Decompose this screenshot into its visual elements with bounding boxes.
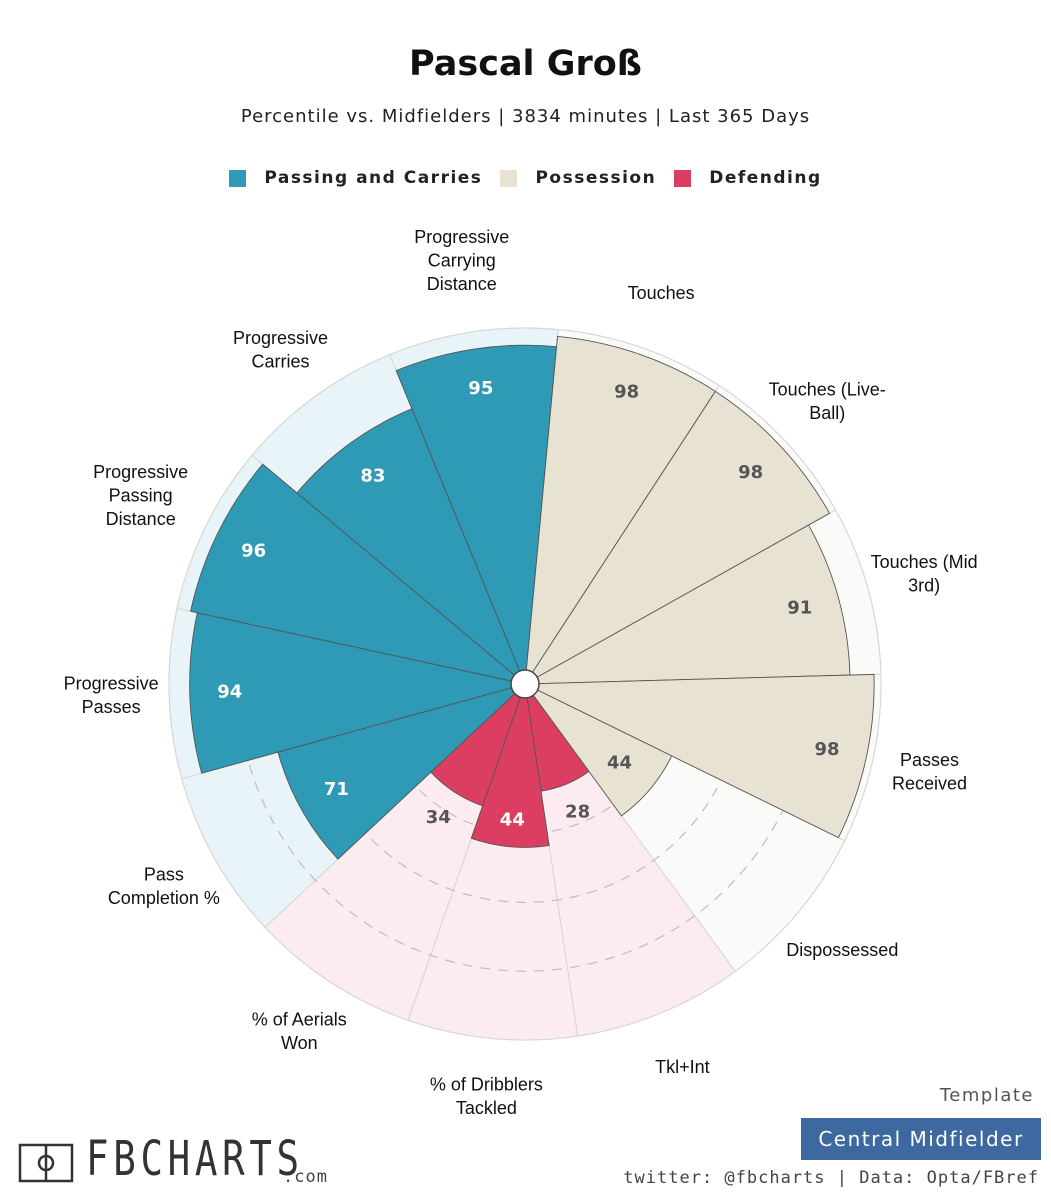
- category-label: Pass Completion %: [108, 865, 220, 909]
- logo-suffix: .com: [283, 1167, 328, 1187]
- legend-label-possession: Possession: [535, 168, 657, 188]
- legend-swatch-possession: [500, 169, 518, 187]
- legend: Passing and Carries Possession Defending: [0, 168, 1051, 188]
- category-label: % of Dribblers Tackled: [430, 1074, 543, 1118]
- legend-swatch-passing: [229, 169, 247, 187]
- value-label: 98: [815, 739, 840, 760]
- category-label: % of Aerials Won: [252, 1009, 347, 1052]
- value-label: 83: [360, 466, 385, 487]
- legend-label-defending: Defending: [709, 168, 822, 188]
- template-badge: Central Midfielder: [801, 1118, 1041, 1160]
- category-label: Tkl+Int: [655, 1057, 710, 1077]
- category-label: Progressive Passes: [64, 674, 159, 718]
- value-label: 28: [565, 801, 590, 822]
- template-label: Template: [939, 1085, 1034, 1106]
- pitch-icon: [18, 1143, 74, 1183]
- value-label: 98: [614, 382, 639, 403]
- category-label: Dispossessed: [786, 940, 898, 960]
- category-label: Touches (Live-Ball): [769, 379, 886, 423]
- category-label: Progressive Carries: [233, 328, 328, 372]
- legend-label-passing: Passing and Carries: [264, 168, 483, 188]
- value-label: 95: [468, 378, 493, 399]
- credits: twitter: @fbcharts | Data: Opta/FBref: [623, 1168, 1039, 1188]
- legend-swatch-defending: [674, 169, 692, 187]
- category-label: Touches (Mid 3rd): [871, 552, 978, 596]
- category-label: Touches: [628, 283, 695, 303]
- value-label: 44: [500, 809, 525, 830]
- category-label: Progressive Passing Distance: [93, 462, 188, 529]
- legend-item-possession: Possession: [500, 168, 656, 188]
- value-label: 44: [607, 753, 632, 774]
- logo-text: FBCHARTS: [86, 1131, 304, 1187]
- value-label: 94: [217, 682, 242, 703]
- legend-item-passing: Passing and Carries: [229, 168, 482, 188]
- value-label: 71: [324, 779, 349, 800]
- category-label: Passes Received: [892, 750, 967, 794]
- value-label: 34: [426, 807, 451, 828]
- legend-item-defending: Defending: [674, 168, 821, 188]
- value-label: 98: [738, 462, 763, 483]
- value-label: 91: [787, 598, 812, 619]
- fbcharts-logo: FBCHARTS .com: [18, 1131, 365, 1187]
- chart-title: Pascal Groß: [409, 44, 642, 84]
- center-hole: [510, 669, 540, 699]
- category-label: Progressive Carrying Distance: [414, 227, 509, 294]
- chart-subtitle: Percentile vs. Midfielders | 3834 minute…: [240, 106, 811, 127]
- value-label: 96: [241, 540, 266, 561]
